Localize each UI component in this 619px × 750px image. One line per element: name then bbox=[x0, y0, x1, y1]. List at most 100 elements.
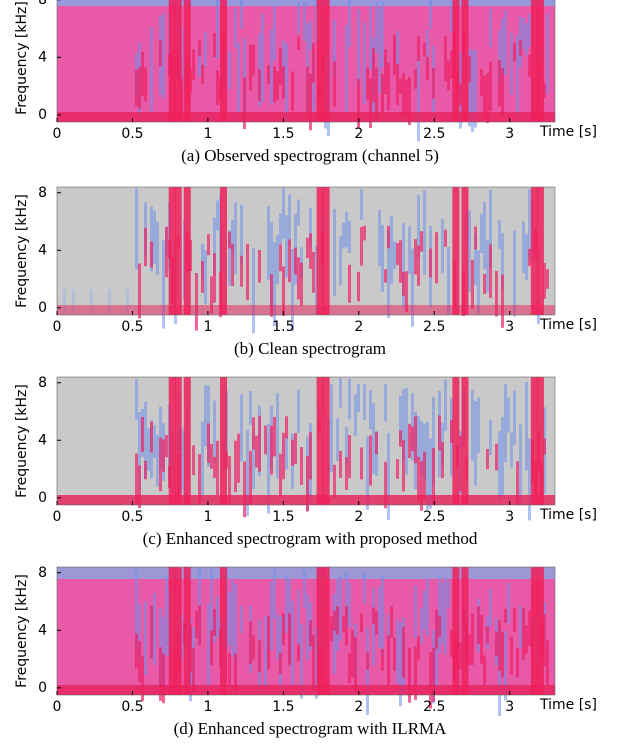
spectrogram-burst bbox=[168, 0, 176, 122]
spectrogram-red bbox=[519, 40, 522, 56]
spectrogram-blue bbox=[246, 429, 249, 517]
spectrogram-red bbox=[375, 611, 378, 635]
spectrogram-blue bbox=[348, 220, 351, 253]
spectrogram-blue bbox=[387, 433, 390, 521]
spectrogram-red bbox=[468, 634, 471, 666]
spectrogram-burst bbox=[536, 377, 544, 505]
spectrogram-red bbox=[330, 616, 333, 642]
spectrogram-burst bbox=[461, 187, 469, 315]
spectrogram-blue bbox=[150, 206, 153, 272]
x-tick-label: 1 bbox=[203, 126, 212, 142]
spectrogram-red bbox=[432, 68, 435, 99]
spectrogram-burst bbox=[168, 377, 176, 505]
spectrogram-red bbox=[336, 606, 339, 635]
spectrogram-blue bbox=[423, 590, 426, 630]
plot-frame bbox=[56, 566, 556, 696]
spectrogram-blue bbox=[498, 431, 501, 503]
spectrogram-blue bbox=[381, 1, 384, 68]
spectrogram-red bbox=[231, 243, 234, 287]
spectrogram-red bbox=[309, 620, 312, 647]
spectrogram-red bbox=[381, 648, 384, 671]
spectrogram-low-band bbox=[57, 305, 555, 315]
spectrogram-blue bbox=[267, 423, 270, 514]
spectrogram-blue bbox=[507, 397, 510, 433]
spectrogram-burst bbox=[536, 567, 544, 695]
spectrogram-blue bbox=[297, 2, 300, 34]
spectrogram-red bbox=[381, 73, 384, 114]
spectrogram-blue bbox=[522, 18, 525, 50]
spectrogram-red bbox=[516, 461, 519, 505]
spectrogram-blue bbox=[489, 8, 492, 47]
spectrogram-red bbox=[483, 655, 486, 686]
spectrogram-blue bbox=[153, 425, 156, 458]
spectrogram-red bbox=[501, 274, 504, 328]
y-tick-label: 4 bbox=[38, 432, 47, 448]
spectrogram-red bbox=[165, 226, 168, 278]
spectrogram-red bbox=[450, 50, 453, 79]
spectrogram-blue bbox=[480, 213, 483, 253]
spectrogram-blue bbox=[390, 215, 393, 285]
x-tick-label: 2.5 bbox=[423, 699, 445, 715]
spectrogram-red bbox=[192, 445, 195, 476]
spectrogram-red bbox=[408, 423, 411, 459]
spectrogram-red bbox=[429, 652, 432, 709]
spectrogram-blue bbox=[204, 31, 207, 67]
spectrogram-red bbox=[471, 259, 474, 309]
spectrogram-red bbox=[405, 79, 408, 115]
spectrogram-blue bbox=[285, 575, 288, 633]
spectrogram-blue bbox=[273, 5, 276, 61]
spectrogram-red bbox=[459, 83, 462, 106]
spectrogram-blue bbox=[333, 20, 336, 78]
spectrogram-burst bbox=[168, 187, 176, 315]
spectrogram-red bbox=[201, 261, 204, 293]
spectrogram-red bbox=[375, 67, 378, 121]
spectrogram-red bbox=[486, 626, 489, 644]
spectrogram-red bbox=[306, 66, 309, 115]
spectrogram-blue bbox=[348, 582, 351, 628]
spectrogram-blue bbox=[273, 568, 276, 619]
spectrogram-faint bbox=[126, 289, 129, 315]
spectrogram-burst bbox=[461, 0, 469, 122]
spectrogram-blue bbox=[267, 205, 270, 281]
spectrogram-red bbox=[384, 269, 387, 283]
spectrogram-blue bbox=[504, 630, 507, 701]
spectrogram bbox=[57, 567, 555, 717]
x-tick-label: 0 bbox=[53, 319, 62, 335]
spectrogram-blue bbox=[396, 619, 399, 684]
caption: (a) Observed spectrogram (channel 5) bbox=[181, 146, 439, 165]
spectrogram-red bbox=[234, 653, 237, 691]
spectrogram-red bbox=[405, 271, 408, 312]
spectrogram-red bbox=[384, 461, 387, 509]
spectrogram-red bbox=[435, 232, 438, 284]
spectrogram-red bbox=[312, 635, 315, 692]
spectrogram-burst bbox=[183, 377, 191, 505]
spectrogram-red bbox=[297, 36, 300, 50]
spectrogram-red bbox=[150, 241, 153, 268]
spectrogram-red bbox=[264, 425, 267, 455]
spectrogram-blue bbox=[240, 606, 243, 633]
spectrogram-blue bbox=[234, 583, 237, 664]
spectrogram-blue bbox=[381, 224, 384, 292]
spectrogram-red bbox=[399, 78, 402, 94]
spectrogram-blue bbox=[384, 384, 387, 422]
spectrogram-blue bbox=[339, 236, 342, 285]
spectrogram-red bbox=[150, 421, 153, 453]
spectrogram-blue bbox=[519, 606, 522, 649]
spectrogram-blue bbox=[372, 403, 375, 474]
spectrogram-burst bbox=[174, 377, 182, 505]
spectrogram-red bbox=[258, 415, 261, 472]
spectrogram-blue bbox=[144, 601, 147, 675]
spectrogram-red bbox=[285, 416, 288, 439]
spectrogram-blue bbox=[474, 49, 477, 128]
spectrogram-red bbox=[216, 440, 219, 495]
y-tick-label: 0 bbox=[38, 300, 47, 316]
spectrogram-burst bbox=[220, 377, 227, 505]
spectrogram-red bbox=[240, 255, 243, 287]
x-tick-label: 3 bbox=[505, 699, 514, 715]
spectrogram-blue bbox=[513, 230, 516, 317]
spectrogram bbox=[57, 187, 555, 334]
spectrogram-blue bbox=[345, 25, 348, 113]
spectrogram-red bbox=[144, 67, 147, 102]
spectrogram-blue bbox=[270, 581, 273, 650]
